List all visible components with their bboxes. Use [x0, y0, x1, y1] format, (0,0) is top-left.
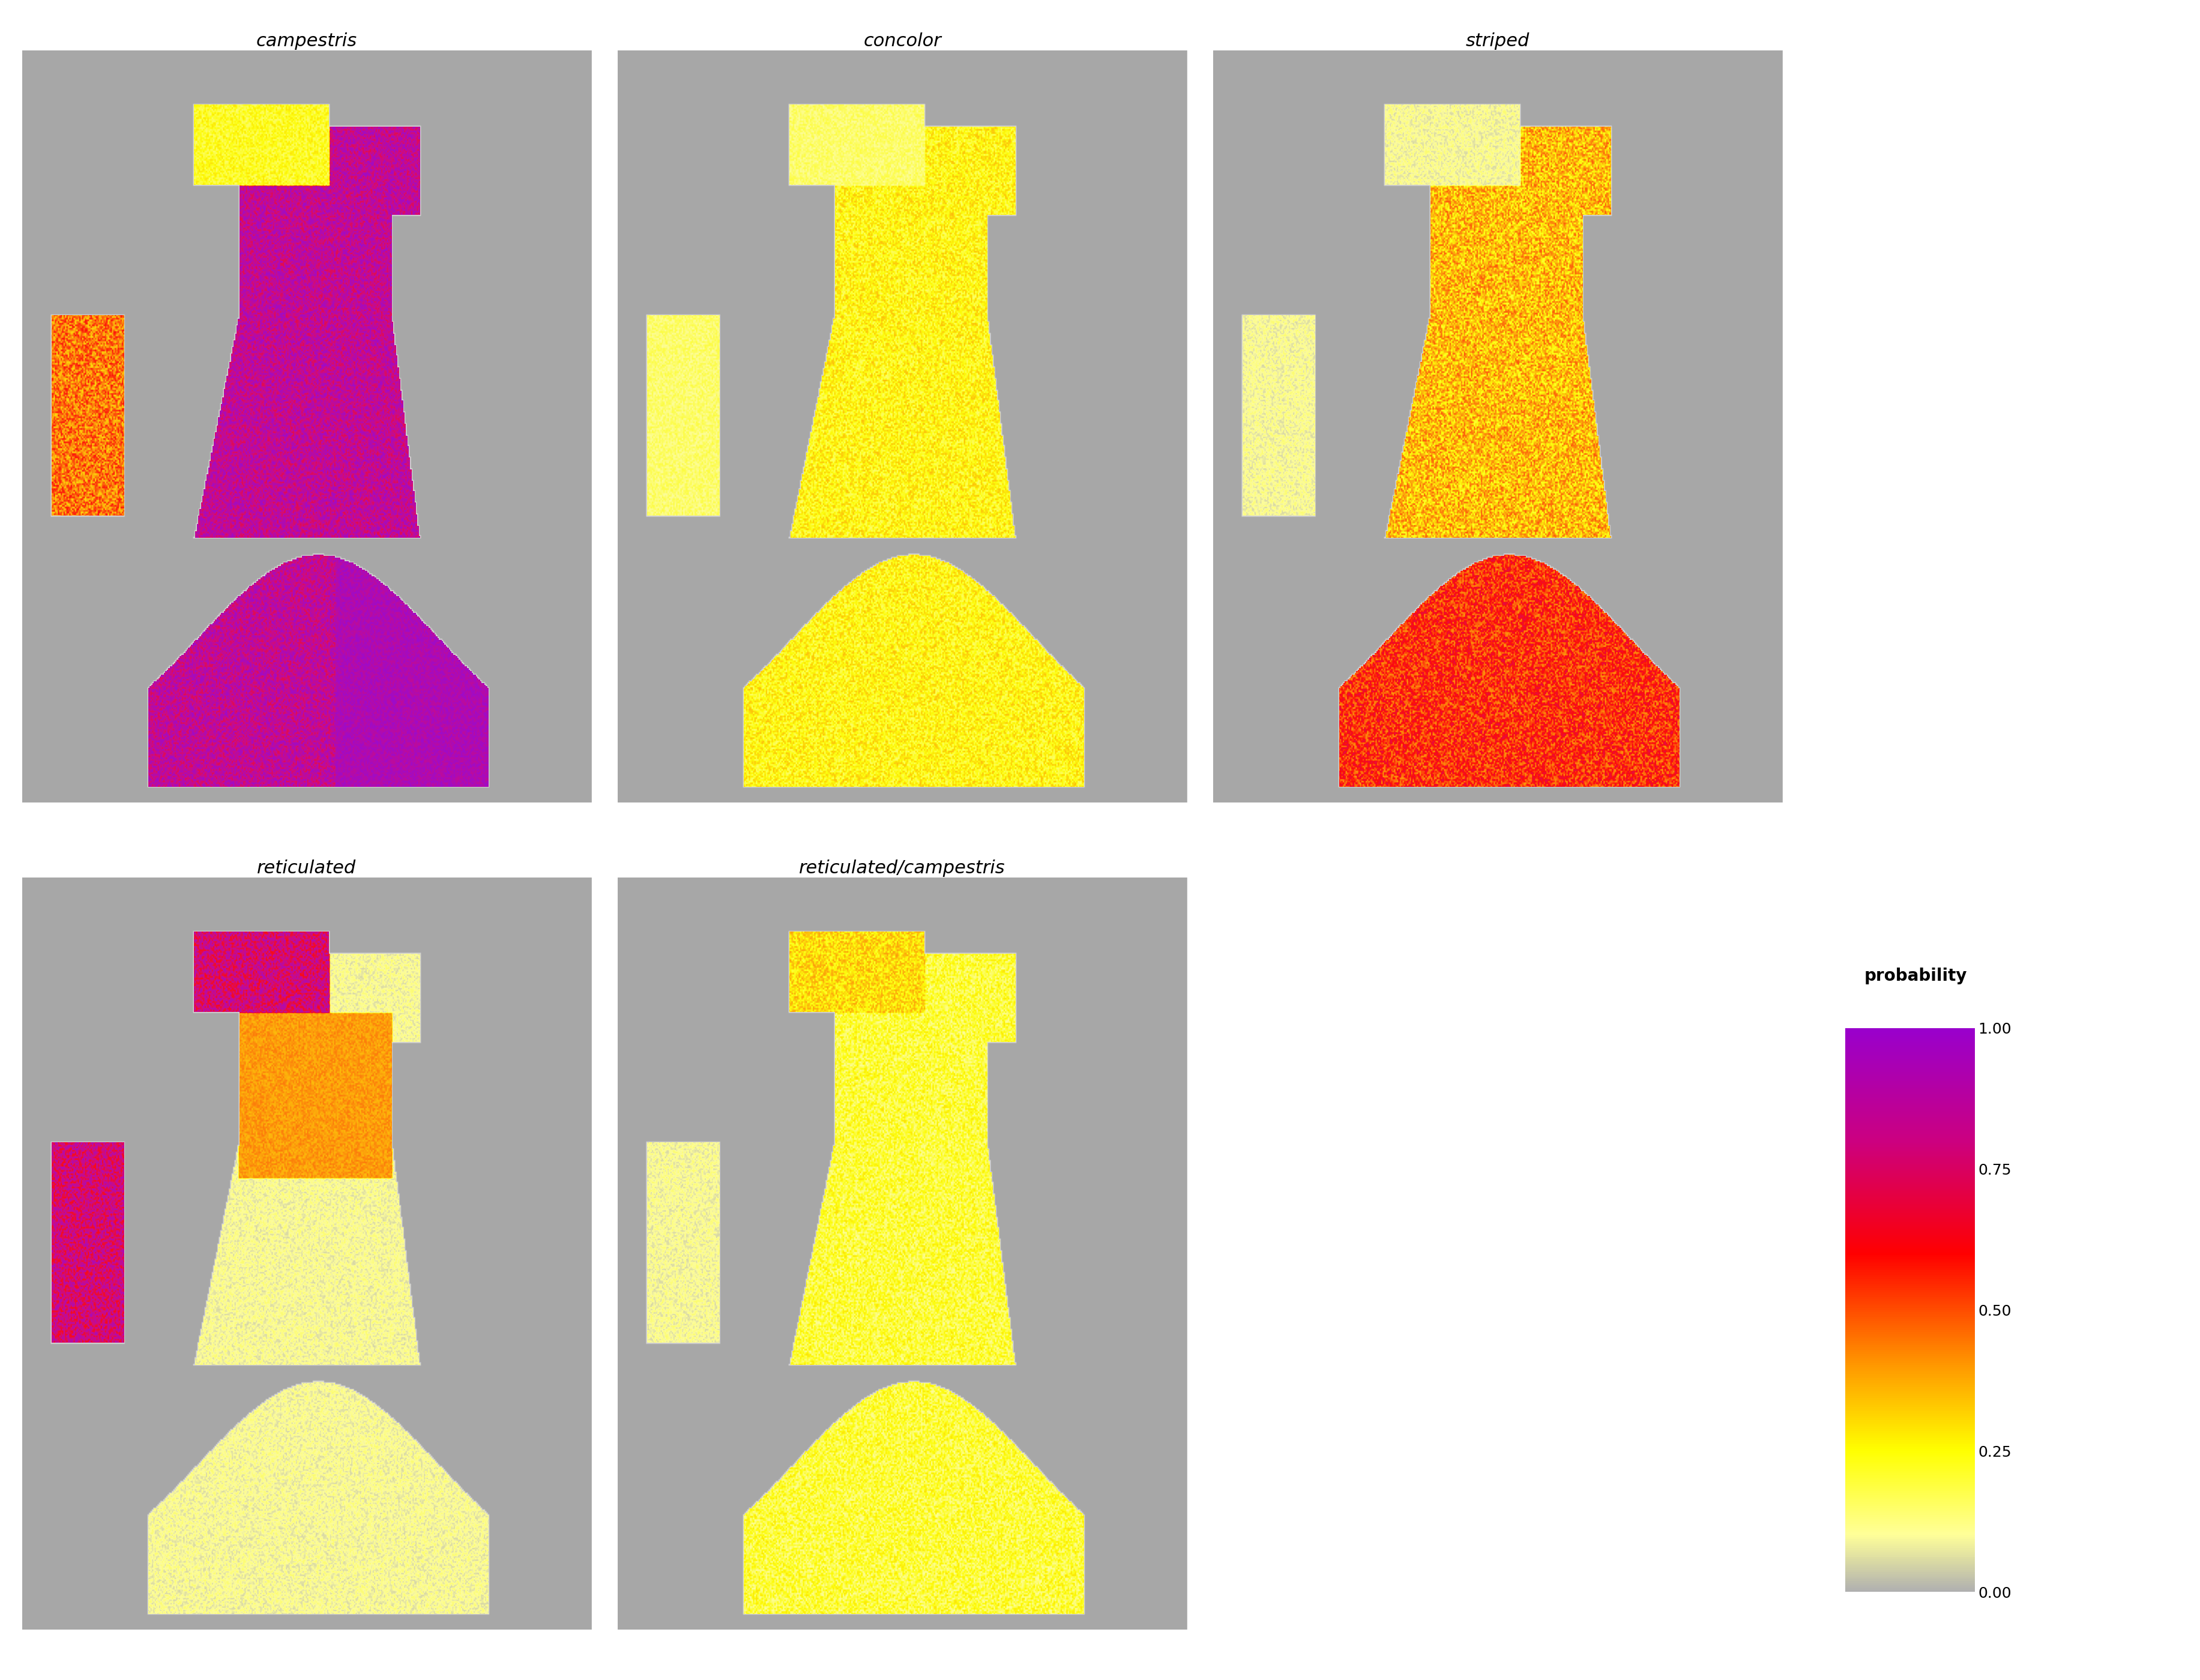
Title: striped: striped — [1465, 32, 1529, 50]
Title: reticulated/campestris: reticulated/campestris — [799, 860, 1005, 877]
Title: concolor: concolor — [862, 32, 942, 50]
Text: probability: probability — [1863, 968, 1967, 984]
Title: campestris: campestris — [255, 32, 356, 50]
Title: reticulated: reticulated — [257, 860, 356, 877]
